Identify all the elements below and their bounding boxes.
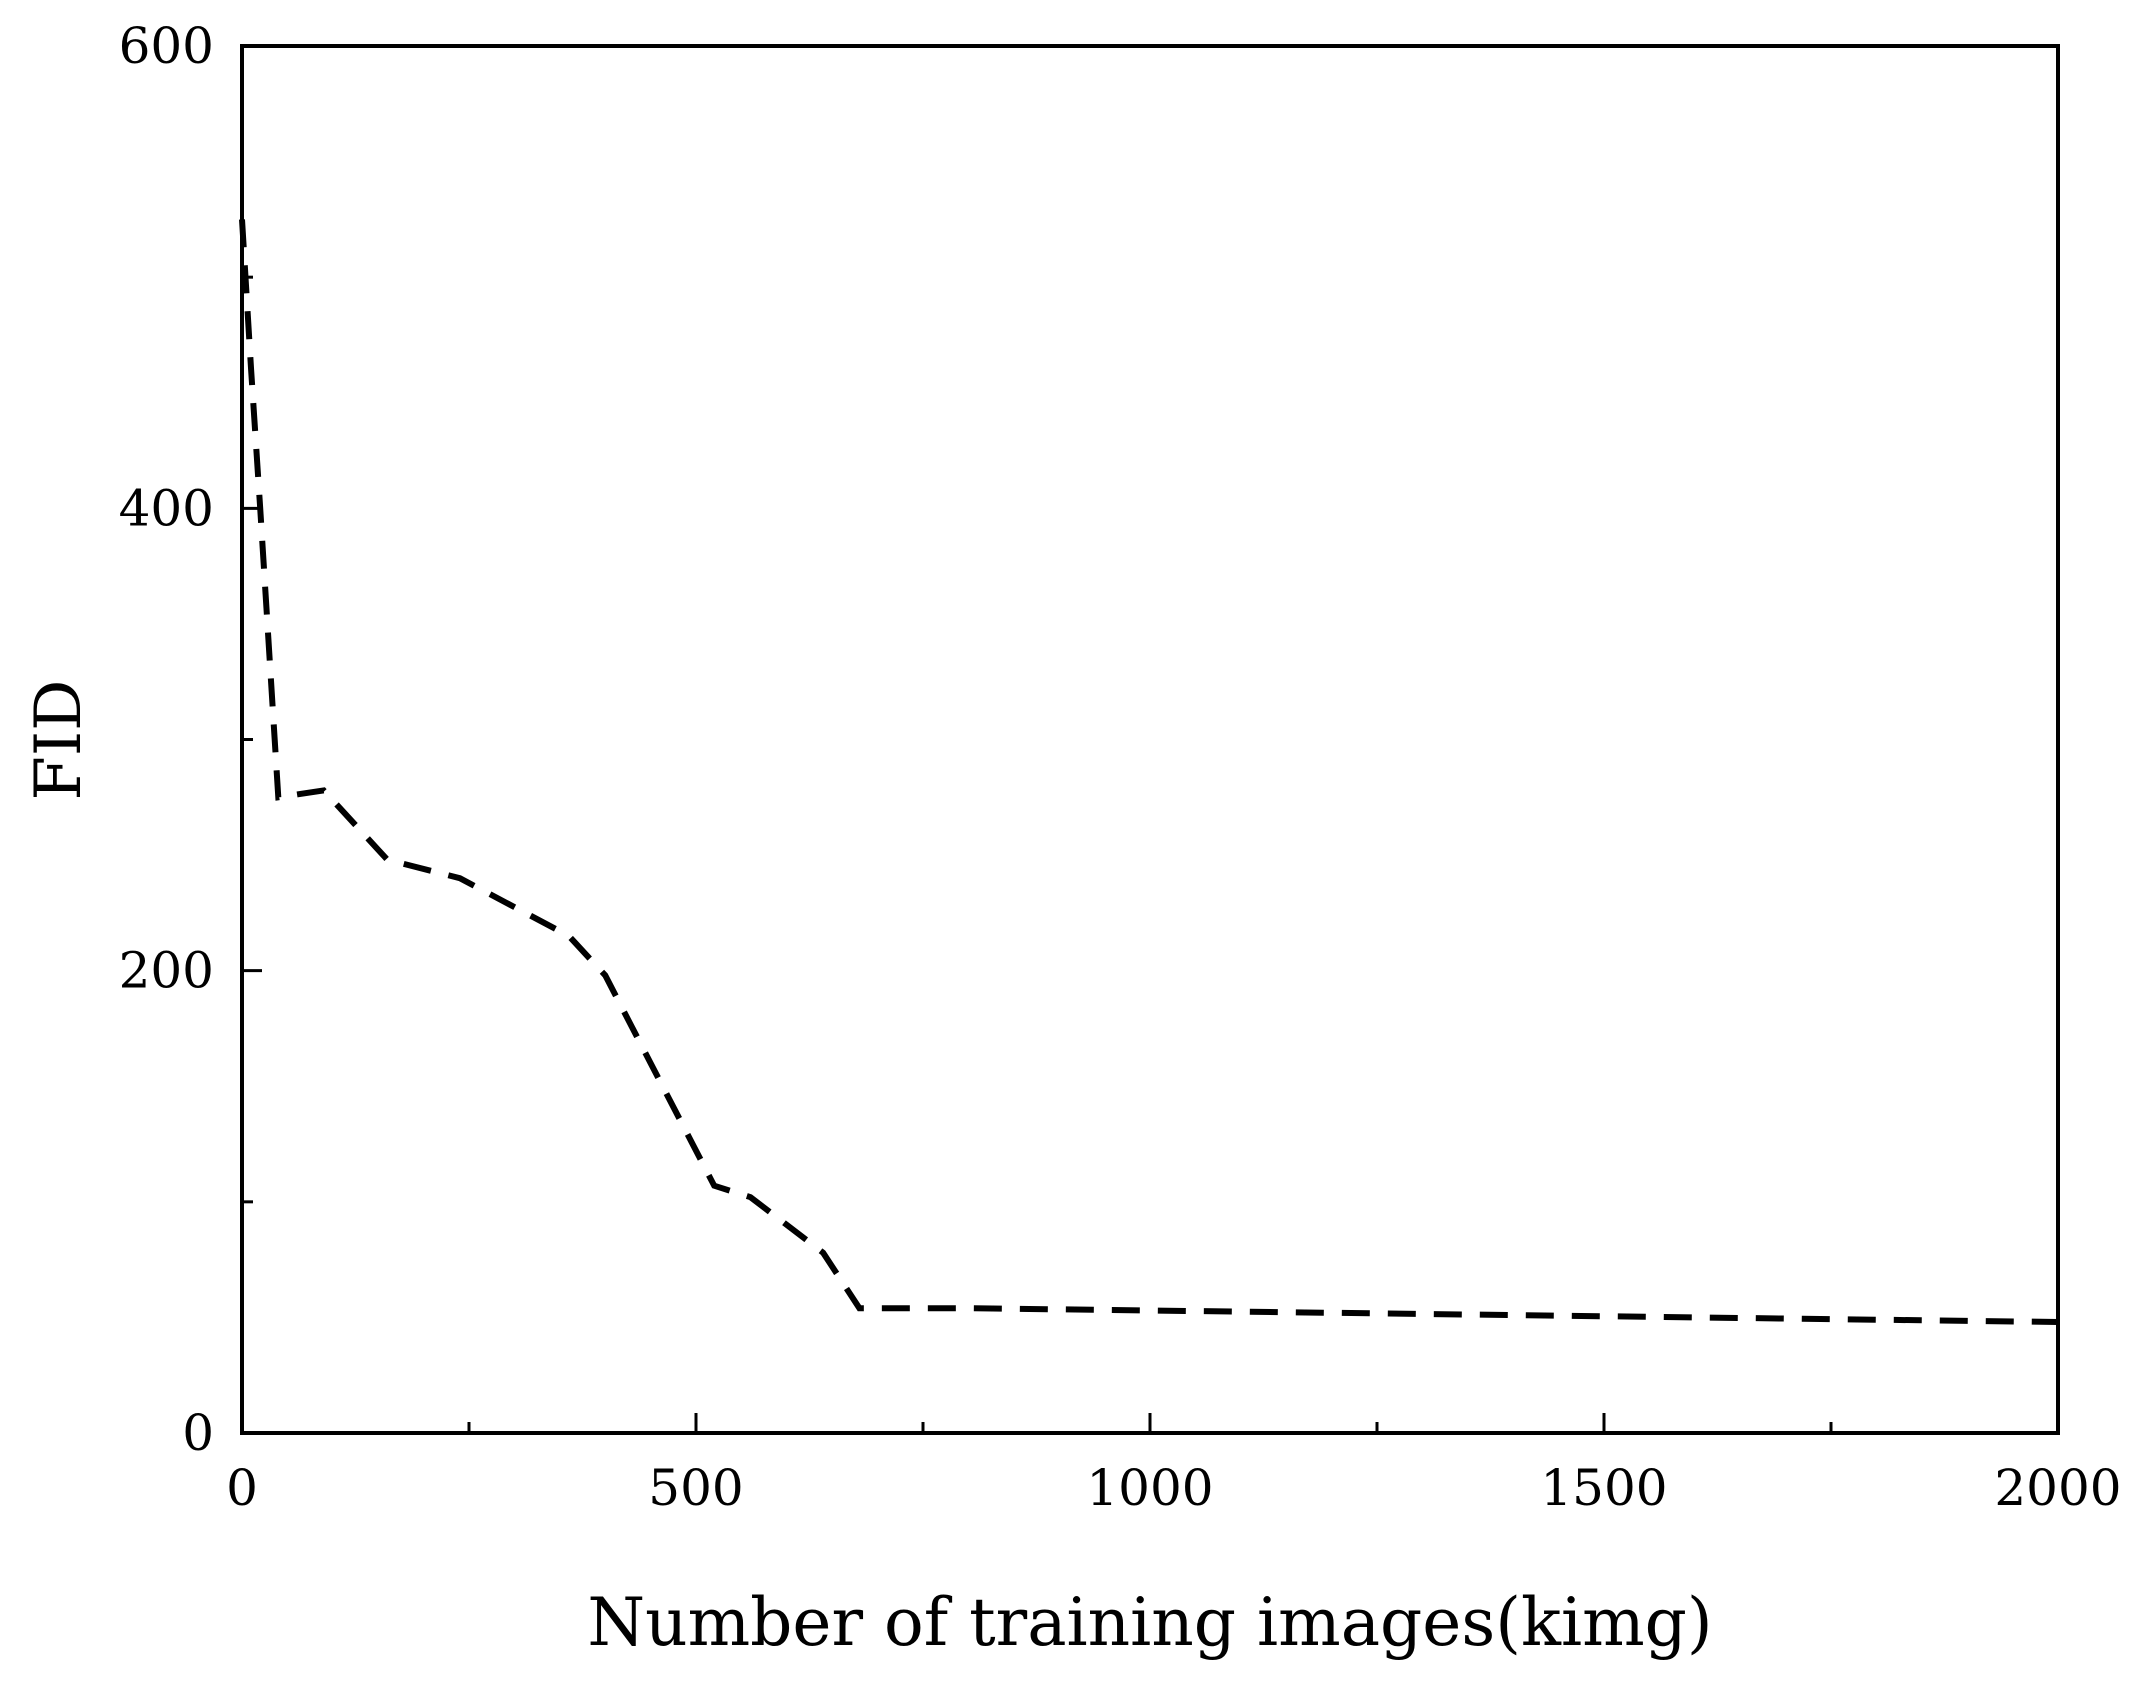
x-tick-label: 0 <box>226 1459 258 1517</box>
x-tick-label: 1500 <box>1540 1459 1667 1517</box>
y-axis-title: FID <box>22 680 96 801</box>
y-tick-label: 400 <box>119 479 214 537</box>
y-axis-ticks: 0 200 400 600 <box>119 17 262 1462</box>
fid-series-line <box>239 219 2059 1325</box>
x-tick-label: 2000 <box>1994 1459 2121 1517</box>
x-axis-ticks: 0 500 1000 1500 2000 <box>226 1413 2122 1517</box>
y-tick-label: 0 <box>182 1404 214 1462</box>
y-tick-label: 600 <box>119 17 214 75</box>
x-tick-label: 1000 <box>1086 1459 1213 1517</box>
y-tick-label: 200 <box>119 942 214 1000</box>
x-tick-label: 500 <box>648 1459 743 1517</box>
x-axis-title: Number of training images(kimg) <box>587 1584 1712 1661</box>
minor-ticks <box>242 275 1833 1433</box>
plot-frame <box>240 44 2060 1435</box>
